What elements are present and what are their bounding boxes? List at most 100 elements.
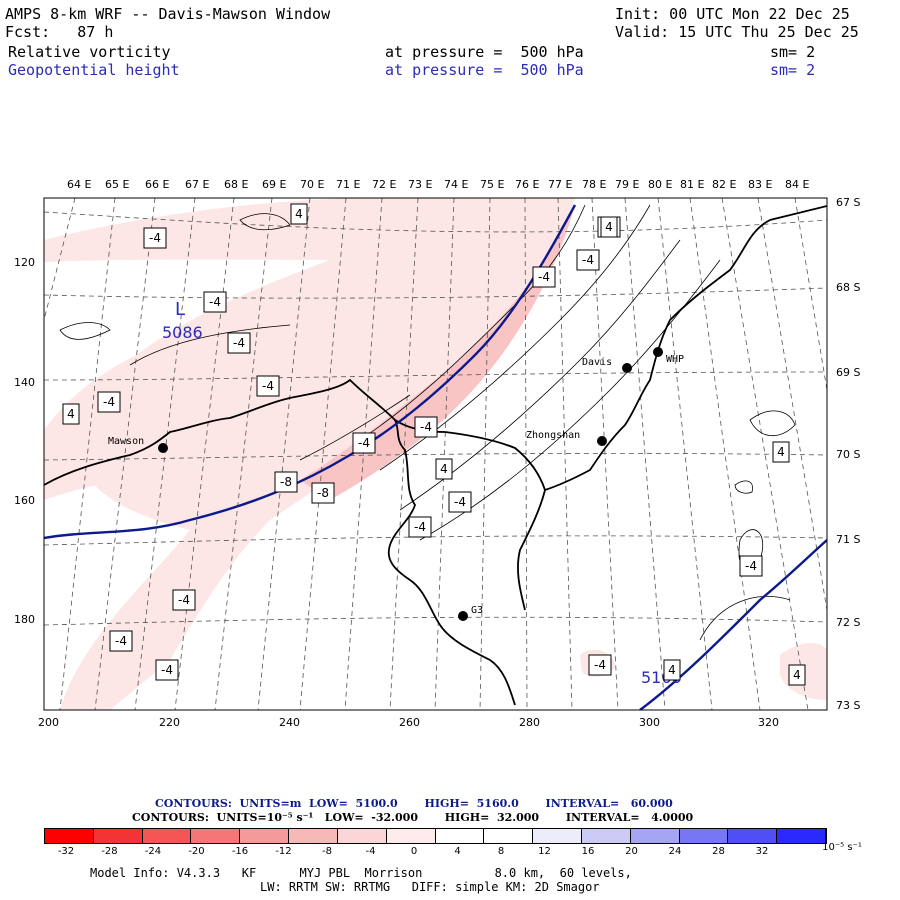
y-tick-label: 120 [14, 256, 35, 269]
colorbar-cell [533, 829, 582, 843]
station-label: WHP [666, 354, 684, 365]
colorbar-cell [289, 829, 338, 843]
y-tick-label: 140 [14, 376, 35, 389]
coastline [44, 205, 827, 706]
field2-name: Geopotential height [8, 61, 180, 79]
field2-smooth: sm= 2 [770, 61, 816, 79]
contour-label-box [448, 491, 472, 513]
contour-label-text: 4 [440, 462, 448, 476]
lat-label: 69 S [836, 366, 861, 379]
colorbar-tick-label: 28 [712, 846, 725, 857]
contour-label-text: -4 [161, 663, 173, 677]
lat-label: 71 S [836, 533, 861, 546]
contour-label-box [109, 630, 133, 652]
colorbar-labels: -32 -28 -24 -20 -16 -12 -8 -4 0 4 8 12 16 20 24 28 32 [0, 846, 900, 860]
valid-time: Valid: 15 UTC Thu 25 Dec 25 [615, 23, 859, 41]
colorbar-cell [679, 829, 729, 843]
lon-label: 67 E [185, 178, 210, 191]
lat-label: 72 S [836, 616, 861, 629]
x-tick-label: 200 [38, 716, 59, 729]
colorbar [44, 828, 827, 844]
contour-label-box [663, 659, 681, 681]
lat-label: 70 S [836, 448, 861, 461]
lon-label: 84 E [785, 178, 810, 191]
contour-label-box [739, 555, 763, 577]
contour-label-box [772, 441, 790, 463]
colorbar-cell [142, 829, 192, 843]
low-center-value: 5086 [162, 323, 203, 342]
lon-label: 65 E [105, 178, 130, 191]
contour-label-text: -4 [594, 658, 606, 672]
contour-label-box [290, 203, 308, 225]
contour-label-text: 4 [668, 663, 676, 677]
plot-frame [43, 197, 828, 711]
station-label: G3 [471, 605, 483, 616]
low-center-symbol: L [175, 299, 185, 320]
colorbar-cell [93, 829, 143, 843]
colorbar-tick-label: 16 [581, 846, 595, 857]
colorbar-cell [630, 829, 680, 843]
contour-label-text: -4 [538, 270, 550, 284]
colorbar-tick-label: 32 [755, 846, 769, 857]
contour-label-text: -4 [262, 379, 274, 393]
contour-label-box [600, 216, 618, 238]
colorbar-tick-label: -20 [188, 846, 205, 857]
x-tick-label: 300 [639, 716, 660, 729]
field1-name: Relative vorticity [8, 43, 171, 61]
contour-label-box [408, 516, 432, 538]
contour-label-text: -4 [454, 495, 466, 509]
colorbar-cell [435, 829, 485, 843]
contour-label-box [576, 249, 600, 271]
lat-label: 68 S [836, 281, 861, 294]
lon-label: 73 E [408, 178, 433, 191]
station-label: Mawson [108, 436, 144, 447]
lon-label: 74 E [444, 178, 469, 191]
colorbar-cell [728, 829, 778, 843]
colorbar-tick-label: -24 [144, 846, 162, 857]
colorbar-tick-label: -12 [275, 846, 292, 857]
contour-label-box [203, 291, 227, 313]
contour-label-text: -8 [317, 486, 329, 500]
contour-label-box [274, 471, 298, 493]
colorbar-tick-label: 12 [538, 846, 551, 857]
colorbar-cell [484, 829, 534, 843]
field2-level: at pressure = 500 hPa [385, 61, 584, 79]
station-markers [158, 347, 663, 621]
vorticity-fill-small [85, 644, 120, 693]
contour-label-text: -4 [414, 520, 426, 534]
colorbar-tick-label: -32 [57, 846, 75, 857]
contour-label-text: 4 [295, 207, 303, 221]
station-label: Davis [582, 357, 612, 368]
graticule [44, 198, 827, 710]
contour-label-text: -4 [233, 336, 245, 350]
contour-label-text: -4 [178, 593, 190, 607]
contour-label-text: -4 [745, 559, 757, 573]
colorbar-tick-label: -28 [101, 846, 118, 857]
colorbar-tick-label: 4 [454, 846, 461, 857]
x-tick-label: 220 [159, 716, 180, 729]
contour-label-box [155, 659, 179, 681]
contour-label-box [788, 664, 806, 686]
contour-label-text: -4 [149, 231, 161, 245]
station-dot [458, 611, 468, 621]
contour-label-box [435, 458, 453, 480]
station-dot [597, 436, 607, 446]
contour-label-text: 4 [605, 220, 613, 234]
contour-label-box [414, 416, 438, 438]
contour-label-box [588, 654, 612, 676]
lat-label: 73 S [836, 699, 861, 712]
lon-label: 83 E [748, 178, 773, 191]
lon-label: 68 E [224, 178, 249, 191]
x-tick-label: 260 [399, 716, 420, 729]
station-dot [158, 443, 168, 453]
contour-label-box [532, 266, 556, 288]
field1-level: at pressure = 500 hPa [385, 43, 584, 61]
contour-label-box [311, 482, 335, 504]
colorbar-tick-label: 0 [410, 846, 418, 857]
lon-label: 72 E [372, 178, 397, 191]
contour-label-boxes: -4 4 -4 -4 -4 -4 -4 -4 4 -4 -4 -4 -8 -8 -4 -4 4 -4 -4 -4 4 -4… [62, 203, 806, 686]
station-dot [653, 347, 663, 357]
map-title: AMPS 8-km WRF -- Davis-Mawson Window [5, 5, 331, 23]
contour-label-box [143, 227, 167, 249]
station-label: Zhongshan [526, 430, 580, 441]
